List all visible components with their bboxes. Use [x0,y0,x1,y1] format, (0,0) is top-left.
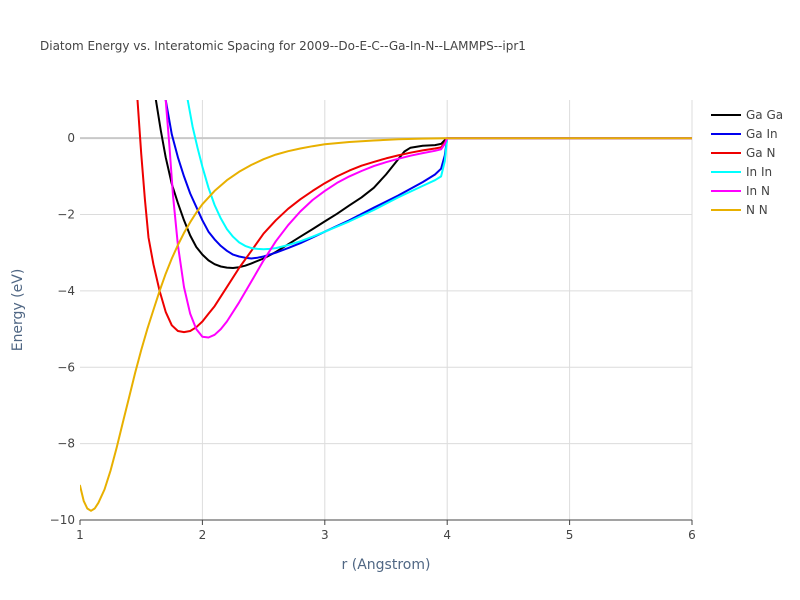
y-tick-label: −6 [57,360,75,374]
y-tick-label: −10 [50,513,75,527]
chart-title: Diatom Energy vs. Interatomic Spacing fo… [40,39,526,53]
legend-item-n-n[interactable]: N N [711,203,768,217]
legend-item-ga-n[interactable]: Ga N [711,146,775,160]
legend-label: In In [746,165,772,179]
legend-label: Ga In [746,127,778,141]
y-tick-label: −4 [57,284,75,298]
legend-label: Ga N [746,146,775,160]
series-line-in-n [164,100,692,339]
y-tick-label: −2 [57,208,75,222]
y-tick-labels: −10 −8 −6 −4 −2 0 [50,131,75,527]
x-tick-label: 4 [443,528,451,542]
legend-item-ga-in[interactable]: Ga In [711,127,778,141]
x-tick-label: 6 [688,528,696,542]
x-tick-label: 3 [321,528,329,542]
series-line-ga-in [164,100,692,260]
x-tick-label: 2 [199,528,207,542]
legend-item-in-n[interactable]: In N [711,184,770,198]
x-tick-label: 1 [76,528,84,542]
series-line-in-in [186,100,692,251]
legend-item-ga-ga[interactable]: Ga Ga [711,108,783,122]
y-tick-label: −8 [57,437,75,451]
series-line-n-n [80,137,692,512]
series-lines [80,100,692,512]
x-tick-labels: 1 2 3 4 5 6 [76,520,696,542]
series-line-ga-ga [154,100,692,269]
y-axis-title: Energy (eV) [10,269,26,352]
legend-item-in-in[interactable]: In In [711,165,772,179]
x-axis-title: r (Angstrom) [342,557,431,573]
legend-label: Ga Ga [746,108,783,122]
legend-label: In N [746,184,770,198]
legend-label: N N [746,203,768,217]
legend[interactable]: Ga Ga Ga In Ga N In In In N N N [711,108,783,217]
series-line-ga-n [136,100,692,334]
y-tick-label: 0 [67,131,75,145]
plot-area [80,100,692,512]
x-tick-label: 5 [566,528,574,542]
